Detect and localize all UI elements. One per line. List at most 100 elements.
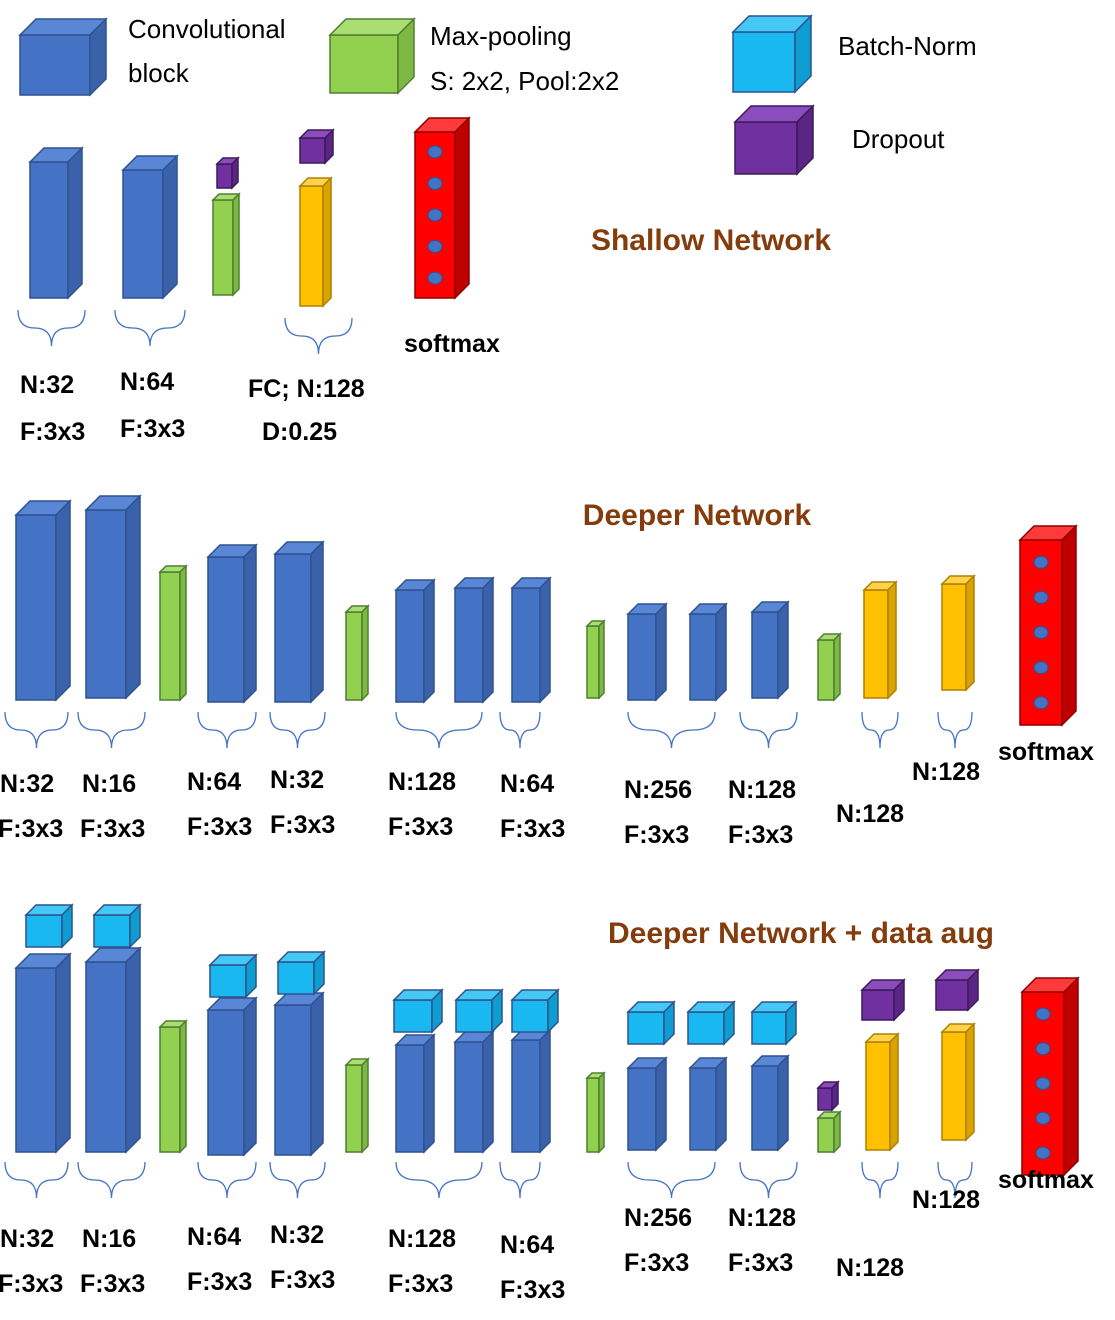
box-side — [424, 1035, 434, 1152]
max-pool — [818, 1112, 840, 1152]
softmax-layer — [1022, 978, 1078, 1175]
box-front — [752, 612, 778, 698]
box-side — [834, 634, 840, 700]
brace — [740, 1162, 797, 1198]
conv-block — [396, 1035, 434, 1152]
box-front — [26, 915, 62, 947]
legend-label: Batch-Norm — [838, 31, 977, 61]
box-side — [163, 156, 177, 298]
softmax-unit — [1034, 556, 1048, 568]
layer-label: N:128 — [388, 1225, 456, 1253]
layer-label: F:3x3 — [624, 1249, 689, 1277]
max-pool — [346, 606, 368, 700]
layer-label: N:32 — [270, 1221, 324, 1249]
batch-norm — [752, 1002, 796, 1044]
dropout — [818, 1082, 838, 1110]
box-front — [690, 1068, 716, 1150]
softmax-layer — [1020, 526, 1076, 725]
box-front — [733, 32, 795, 92]
box-side — [540, 578, 550, 702]
max-pool — [587, 1073, 604, 1152]
box-front — [16, 515, 56, 700]
batch-norm — [94, 905, 140, 947]
box-front — [20, 35, 90, 95]
layer-label: F:3x3 — [388, 813, 453, 841]
conv-block — [628, 604, 666, 700]
box-front — [300, 186, 323, 306]
box-front — [160, 572, 180, 700]
box-front — [818, 1088, 832, 1110]
layer-label: N:128 — [912, 758, 980, 786]
layer-label: F:3x3 — [270, 811, 335, 839]
box-front — [752, 1012, 786, 1044]
box-front — [688, 1012, 724, 1044]
brace — [18, 310, 85, 346]
softmax-unit — [1034, 662, 1048, 674]
layer-label: F:3x3 — [187, 1268, 252, 1296]
dropout — [862, 980, 904, 1020]
box-side — [716, 604, 726, 700]
layer-label: F:3x3 — [728, 821, 793, 849]
box-side — [244, 545, 256, 702]
softmax-layer — [415, 118, 469, 298]
box-side — [311, 993, 323, 1155]
brace — [396, 1162, 482, 1198]
max-pool — [346, 1059, 368, 1152]
conv-block — [455, 1032, 493, 1152]
layer-label: softmax — [998, 738, 1094, 766]
box-front — [690, 614, 716, 700]
batch-norm — [278, 952, 324, 994]
brace — [198, 712, 256, 748]
softmax-unit — [428, 146, 442, 158]
dropout — [300, 130, 333, 163]
brace — [115, 310, 185, 346]
box-side — [244, 998, 256, 1155]
conv-block — [86, 496, 140, 698]
conv-block — [123, 156, 177, 298]
legend-bn — [733, 16, 811, 92]
brace — [5, 712, 68, 748]
conv-block — [275, 542, 323, 702]
brace — [5, 1162, 68, 1198]
layer-label: F:3x3 — [80, 1270, 145, 1298]
softmax-unit — [1036, 1043, 1050, 1055]
dropout — [936, 970, 978, 1010]
layer-label: N:64 — [500, 1231, 554, 1259]
box-side — [180, 1021, 186, 1152]
box-front — [396, 1045, 424, 1152]
conv-block — [16, 954, 70, 1152]
layer-label: N:32 — [20, 371, 74, 399]
layer-label: F:3x3 — [187, 813, 252, 841]
dropout — [217, 158, 238, 188]
box-side — [56, 954, 70, 1152]
softmax-unit — [1034, 627, 1048, 639]
box-front — [278, 962, 314, 994]
layer-label: N:128 — [836, 800, 904, 828]
legend-label: Max-pooling — [430, 21, 572, 51]
brace — [628, 1162, 715, 1198]
layer-label: FC; N:128 — [248, 375, 365, 403]
layer-label: F:3x3 — [80, 815, 145, 843]
box-front — [942, 1032, 966, 1140]
layer-label: F:3x3 — [624, 821, 689, 849]
brace — [500, 712, 540, 748]
layer-label: N:64 — [187, 768, 241, 796]
max-pool — [160, 1021, 186, 1152]
softmax-unit — [1036, 1147, 1050, 1159]
softmax-unit — [1034, 591, 1048, 603]
brace — [198, 1162, 256, 1198]
dense — [942, 1024, 974, 1140]
brace — [78, 712, 145, 748]
conv-block — [455, 578, 493, 702]
box-front — [936, 980, 968, 1010]
box-side — [1064, 978, 1078, 1175]
brace — [270, 712, 325, 748]
box-front — [213, 200, 233, 295]
box-front — [208, 557, 244, 702]
layer-label: N:256 — [624, 1204, 692, 1232]
brace — [270, 1162, 325, 1198]
box-front — [86, 510, 126, 698]
layer-label: N:128 — [912, 1186, 980, 1214]
brace — [740, 712, 797, 748]
softmax-unit — [1036, 1078, 1050, 1090]
